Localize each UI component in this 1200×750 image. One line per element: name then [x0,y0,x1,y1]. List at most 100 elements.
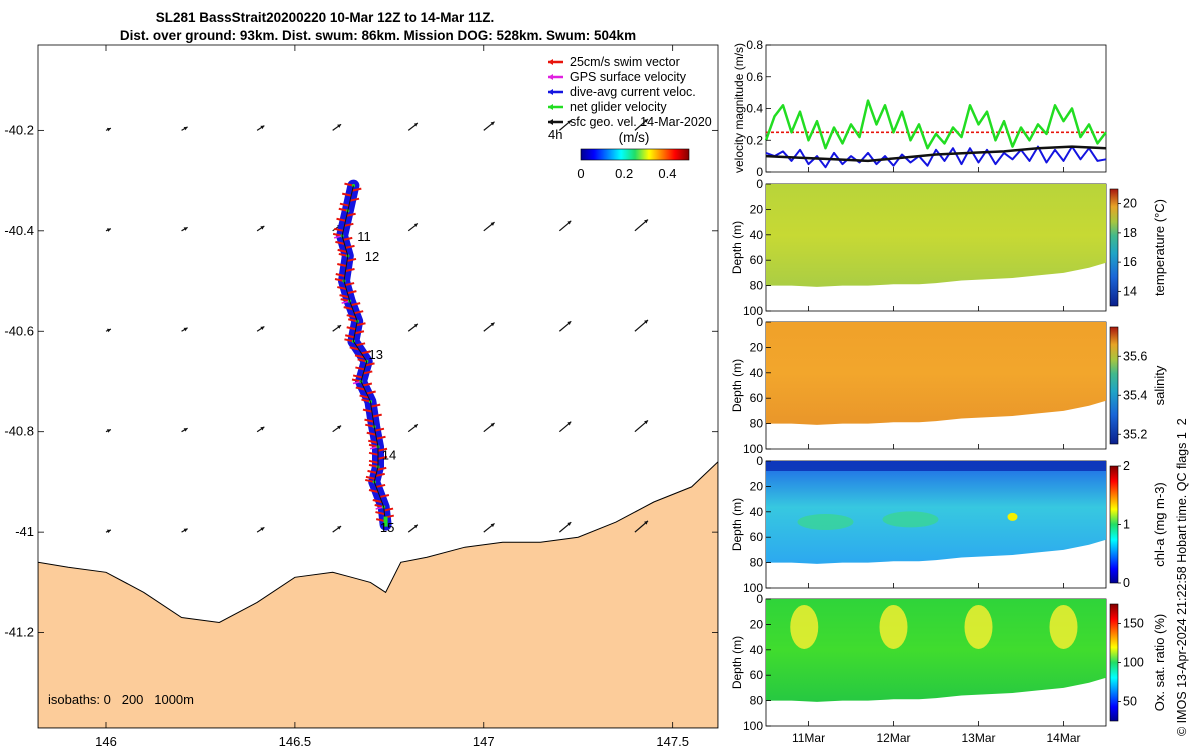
swim-vector [354,330,365,335]
geo-vector-head [260,527,265,531]
swim-vector [344,222,354,227]
swim-vector [344,334,355,339]
section-y-tick-label: 0 [756,315,763,329]
colorbar-tick-label: 0.4 [658,166,676,181]
oxygen-high-patch [964,604,993,649]
swim-vector [349,346,359,351]
title-line2: Dist. over ground: 93km. Dist. swum: 86k… [120,28,636,43]
geo-vector-head [413,223,418,228]
geo-vector-head [644,119,649,123]
geo-vector-head [567,220,572,225]
legend-label: GPS surface velocity [570,70,687,84]
swim-vector [346,257,357,262]
oxygen-high-patch [790,604,819,649]
colorbar-label: temperature (°C) [1152,199,1167,296]
section-y-tick-label: 100 [743,304,763,318]
section-data-field [766,461,1106,564]
swim-vector [355,342,366,347]
legend-label: sfc geo. vel. 14-Mar-2020 [570,115,712,129]
geo-vector-head [337,124,342,128]
velocity-y-tick-label: 0 [756,165,763,179]
map-y-tick-label: -40.8 [4,424,34,439]
swim-vector [352,187,362,192]
colorbar-tick-label: 35.2 [1123,427,1147,441]
swim-vector [335,273,345,277]
geo-vector-head [106,328,111,333]
day-label: 12 [365,249,379,264]
section-y-label: Depth (m) [730,221,744,274]
geo-vector-head [337,325,342,329]
geo-speed-line [765,145,1107,163]
map-x-tick-label: 146 [95,734,117,749]
colorbar-tick-label: 0 [577,166,584,181]
swim-vector [345,244,355,249]
swim-vector [354,354,365,359]
geo-vector-head [644,219,649,224]
swim-vector [339,202,350,207]
section-panel-oxygen: 0 20 40 60 80 100 Depth (m) 50 100 150 Ox. sat. ra… [730,592,1167,733]
swim-vector [336,217,346,222]
section-y-tick-label: 20 [750,340,764,354]
swim-vector [362,408,373,413]
time-axis-ticks: 11Mar 12Mar 13Mar 14Mar [792,167,1081,745]
colorbar-tick-label: 35.4 [1123,388,1147,402]
swim-vector [355,366,365,371]
colorbar-tick-label: 18 [1123,226,1137,240]
geo-vector-head [490,121,495,126]
map-x-ticks: 146 146.5 147 147.5 [95,45,689,749]
day-label: 14 [382,447,396,462]
geo-vector-head [413,323,418,328]
legend-arrowhead [548,104,553,110]
chl-subsurface-band [882,511,939,528]
time-tick-label: 13Mar [961,731,995,745]
section-y-tick-label: 100 [743,442,763,456]
section-data-field [766,184,1106,287]
swim-vector [363,370,373,375]
geo-vector-head [413,524,418,529]
swim-vector [337,262,347,267]
colorbar-tick-label: 16 [1123,255,1137,269]
swim-vector [345,268,355,272]
swim-vector [368,439,378,444]
geo-vector-head [106,228,111,232]
day-label: 15 [380,520,394,535]
section-colorbar [1109,188,1119,307]
section-y-tick-label: 80 [750,279,764,293]
chl-maximum-patch [1007,512,1018,521]
footer-text: © IMOS 13-Apr-2024 21:22:58 Hobart time.… [1175,418,1189,736]
oxygen-high-patch [1049,604,1078,649]
colorbar-tick-label: 100 [1123,656,1144,670]
swim-vector [341,192,352,197]
section-y-label: Depth (m) [730,636,744,689]
geo-vector-head [183,528,188,533]
swim-vector [337,248,347,253]
legend-4h-label: 4h [548,127,562,142]
swim-vector [366,390,376,395]
geo-vector-head [260,326,265,331]
geo-vector-head [183,428,188,432]
section-data-field [766,322,1106,425]
section-y-tick-label: 40 [750,366,764,380]
day-label: 13 [369,347,383,362]
legend-arrowhead [548,89,553,95]
speed-colorbar [580,148,690,161]
colorbar-label: salinity [1152,365,1167,405]
geo-vector-head [106,529,111,534]
swim-vector [366,431,376,436]
swim-vector [374,427,385,432]
glider-track [332,179,395,531]
colorbar-tick-label: 14 [1123,284,1137,298]
net-glider-speed-line [764,99,1107,150]
geo-vector-head [260,226,265,230]
geo-vector-head [183,327,188,332]
colorbar-label: Ox. sat. ratio (%) [1152,614,1167,712]
swim-vector [337,286,347,291]
geo-vector-head [337,425,342,430]
colorbar-tick-label: 2 [1123,459,1130,473]
swim-vector [344,282,355,287]
section-colorbar [1109,603,1119,722]
legend-arrowhead [548,119,553,125]
section-y-tick-label: 40 [750,505,764,519]
swim-vector [375,511,385,516]
